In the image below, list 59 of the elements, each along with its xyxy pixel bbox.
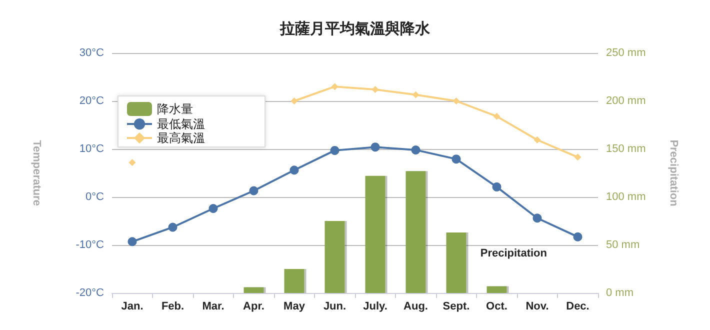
y2-tick-label: 250 mm — [606, 47, 646, 59]
x-tick-label: Nov. — [526, 300, 549, 312]
point — [330, 146, 340, 155]
bar — [486, 286, 507, 293]
legend-label: 最低氣溫 — [157, 117, 205, 131]
point — [370, 142, 380, 152]
y-axis-title: Temperature — [30, 140, 42, 206]
point — [249, 186, 258, 196]
point — [534, 136, 541, 144]
x-tick-label: July. — [363, 300, 388, 312]
y2-tick-label: 150 mm — [606, 143, 646, 155]
point — [372, 86, 379, 93]
point — [492, 182, 502, 192]
bar — [446, 232, 466, 293]
bar — [244, 287, 264, 293]
x-tick-label: Sept. — [442, 300, 470, 312]
point — [574, 154, 582, 161]
y2-axis-title: Precipitation — [668, 140, 680, 207]
point — [452, 154, 461, 164]
x-tick-label: Oct. — [486, 300, 508, 312]
point — [290, 98, 298, 104]
chart-title: 拉薩月平均氣溫與降水 — [279, 20, 431, 38]
point — [532, 214, 542, 223]
x-tick-label: Apr. — [243, 300, 264, 312]
x-tick-label: Feb. — [161, 300, 184, 312]
x-tick-label: Aug. — [404, 300, 428, 312]
x-tick-label: Mar. — [202, 300, 224, 312]
point — [412, 91, 420, 98]
y-tick-label: -20°C — [76, 287, 104, 299]
x-tick-label: Jun. — [323, 300, 346, 312]
bar — [324, 221, 345, 293]
bar — [365, 176, 386, 293]
point — [493, 112, 500, 120]
y2-tick-label: 50 mm — [606, 239, 640, 251]
point — [411, 145, 420, 154]
x-tick-label: May — [284, 300, 306, 312]
point — [290, 166, 299, 175]
y-tick-label: 0°C — [86, 191, 104, 203]
x-tick-label: Dec. — [566, 300, 590, 312]
y-tick-label: 30°C — [79, 47, 104, 59]
bar — [406, 171, 426, 293]
legend-label: 最高氣溫 — [157, 131, 205, 145]
legend-label: 降水量 — [157, 102, 193, 116]
y-tick-label: 10°C — [79, 143, 104, 155]
point — [573, 232, 582, 242]
point — [128, 237, 137, 246]
y2-tick-label: 200 mm — [606, 95, 646, 107]
point — [331, 83, 338, 90]
point — [208, 204, 218, 214]
y2-tick-label: 0 mm — [606, 287, 634, 299]
point — [452, 98, 460, 104]
bar — [284, 269, 304, 293]
y-tick-label: -10°C — [76, 239, 104, 251]
y-tick-label: 20°C — [79, 95, 104, 107]
annotation: Precipitation — [480, 248, 548, 260]
point — [128, 158, 136, 166]
x-tick-label: Jan. — [121, 300, 144, 312]
y2-tick-label: 100 mm — [606, 191, 646, 203]
point — [168, 222, 178, 232]
